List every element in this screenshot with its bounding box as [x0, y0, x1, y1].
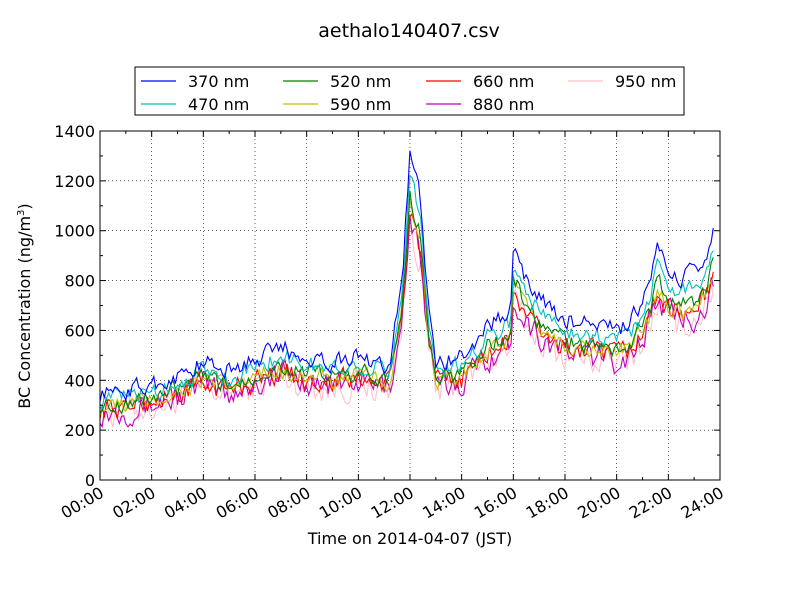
plot-background: [100, 131, 720, 480]
legend-label: 520 nm: [330, 72, 391, 91]
y-tick-label: 600: [64, 321, 95, 340]
y-axis-label: BC Concentration (ng/m3): [15, 203, 34, 408]
y-tick-label: 0: [85, 471, 95, 490]
y-axis-label-superscript: 3: [16, 210, 27, 216]
y-tick-label: 200: [64, 421, 95, 440]
series-line-370-nm: [99, 150, 714, 403]
y-axis-label-text: BC Concentration (ng/m: [15, 216, 34, 409]
legend-label: 590 nm: [330, 95, 391, 114]
legend: 370 nm 470 nm 520 nm 590 nm 660 nm 880 nm 950 …: [134, 66, 685, 116]
chart-title: aethalo140407.csv: [318, 20, 500, 42]
legend-label: 370 nm: [188, 72, 249, 91]
y-tick-label: 1000: [54, 222, 95, 241]
y-tick-label: 800: [64, 272, 95, 291]
series-layer: [99, 150, 714, 429]
grid-lines: [100, 131, 720, 480]
series-line-470-nm: [99, 174, 714, 410]
legend-label: 660 nm: [473, 72, 534, 91]
y-axis-label-close: ): [15, 203, 34, 209]
x-axis-label: Time on 2014-04-07 (JST): [307, 529, 512, 548]
y-tick-label: 1200: [54, 172, 95, 191]
legend-label: 950 nm: [615, 72, 676, 91]
y-tick-label: 1400: [54, 122, 95, 141]
y-tick-label: 400: [64, 371, 95, 390]
plot-area: [99, 130, 721, 481]
series-line-520-nm: [99, 190, 714, 415]
legend-label: 470 nm: [188, 95, 249, 114]
axis-ticks: [99, 130, 721, 481]
legend-box: [134, 66, 685, 116]
series-line-880-nm: [99, 214, 714, 429]
y-tick-labels: 0 200 400 600 800 1000 1200 1400: [54, 122, 95, 490]
legend-label: 880 nm: [473, 95, 534, 114]
